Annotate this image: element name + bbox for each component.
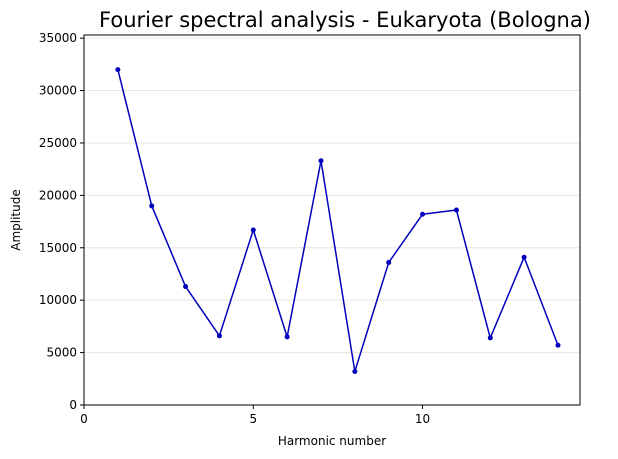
data-point <box>183 284 189 290</box>
y-tick-label: 10000 <box>39 293 77 307</box>
data-point <box>352 368 358 374</box>
data-point <box>555 342 561 348</box>
data-point <box>250 227 256 233</box>
y-tick-label: 30000 <box>39 84 77 98</box>
data-point <box>284 334 290 340</box>
data-point <box>487 335 493 341</box>
data-point <box>318 158 324 164</box>
y-tick-label: 0 <box>69 398 77 412</box>
x-axis-ticks: 0 5 10 <box>80 405 430 426</box>
chart-title: Fourier spectral analysis - Eukaryota (B… <box>99 8 591 32</box>
x-tick-label: 0 <box>80 412 88 426</box>
data-point <box>149 203 155 209</box>
x-tick-label: 5 <box>249 412 257 426</box>
data-point <box>386 259 392 265</box>
grid-lines <box>84 37 580 406</box>
data-point <box>453 207 459 213</box>
data-point <box>216 333 222 339</box>
x-axis-label: Harmonic number <box>278 434 386 448</box>
series-group <box>115 67 561 374</box>
y-tick-label: 25000 <box>39 136 77 150</box>
y-axis-label: Amplitude <box>9 189 23 251</box>
y-tick-label: 35000 <box>39 31 77 45</box>
x-tick-label: 10 <box>415 412 430 426</box>
plot-frame <box>83 34 581 406</box>
y-axis-ticks: 0 5000 10000 15000 20000 25000 30000 35000 <box>39 31 84 412</box>
y-tick-label: 5000 <box>46 346 77 360</box>
series-line <box>117 69 559 373</box>
data-point <box>115 67 121 73</box>
y-tick-label: 15000 <box>39 241 77 255</box>
y-tick-label: 20000 <box>39 188 77 202</box>
data-point <box>420 211 426 217</box>
data-point <box>521 254 527 260</box>
